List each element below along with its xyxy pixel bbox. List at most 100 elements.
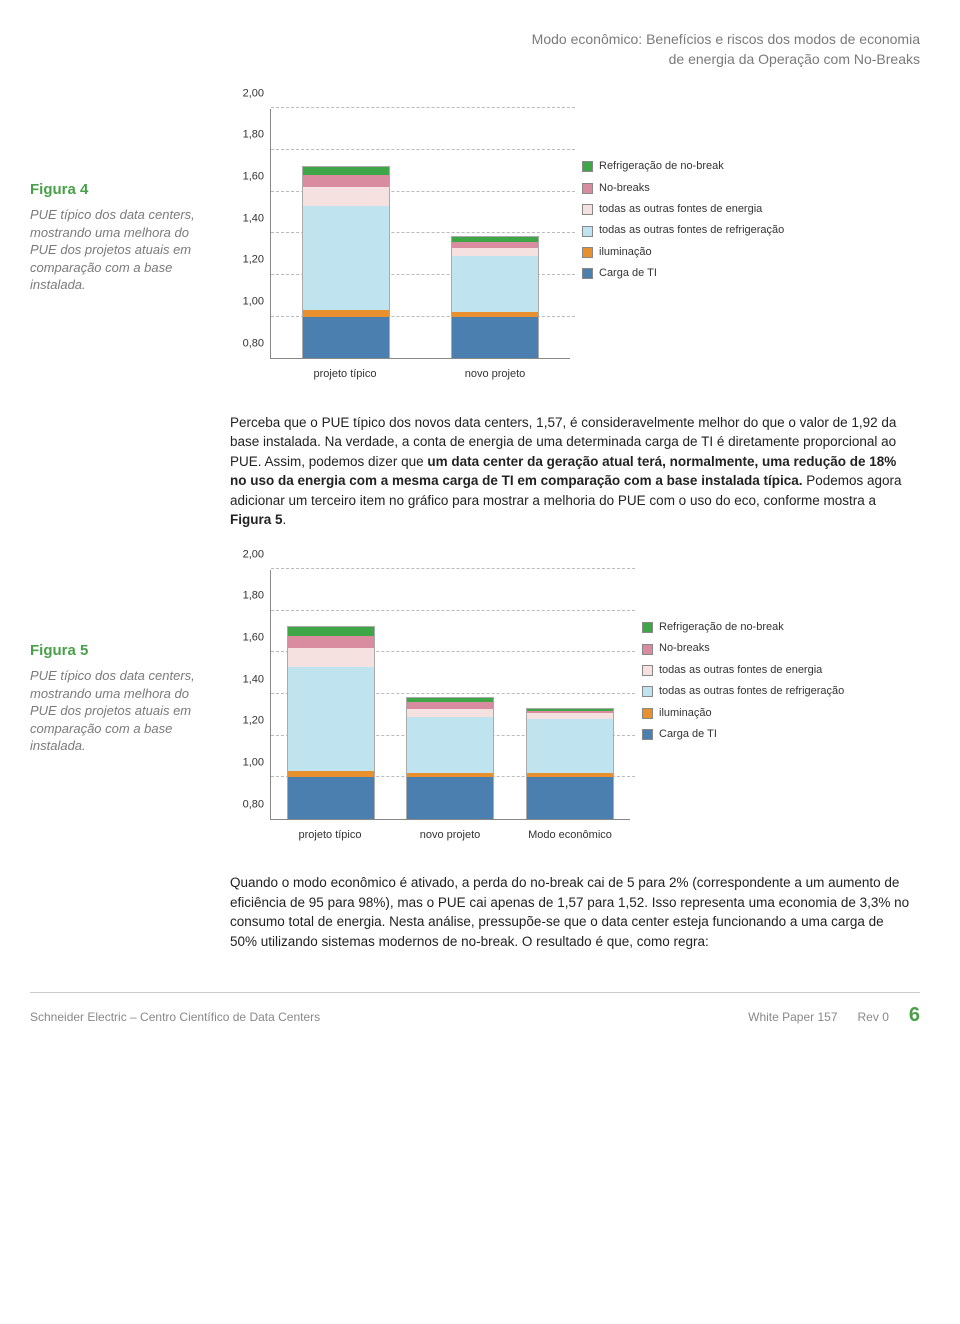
y-tick: 1,00 (243, 294, 264, 309)
figure4-legend: Refrigeração de no-break No-breaks todas a… (582, 109, 784, 382)
legend-label: Refrigeração de no-break (599, 159, 724, 174)
legend-label: iluminação (659, 706, 712, 721)
legend-swatch (642, 708, 653, 719)
legend-label: todas as outras fontes de energia (599, 202, 762, 217)
stacked-bar (526, 708, 614, 819)
footer-page: 6 (909, 1001, 920, 1029)
legend-swatch (642, 729, 653, 740)
legend-item: Refrigeração de no-break (582, 159, 784, 174)
figure5-desc: PUE típico dos data centers, mostrando u… (30, 667, 210, 755)
y-tick: 1,20 (243, 253, 264, 268)
y-tick: 1,40 (243, 672, 264, 687)
x-label: Modo econômico (510, 828, 630, 843)
bar-seg-nobreaks (303, 175, 389, 188)
legend-swatch (582, 204, 593, 215)
header-line2: de energia da Operação com No-Breaks (30, 50, 920, 70)
figure4-desc: PUE típico dos data centers, mostrando u… (30, 206, 210, 294)
legend-label: No-breaks (599, 181, 650, 196)
y-tick: 2,00 (243, 547, 264, 562)
stacked-bar (406, 697, 494, 819)
legend-swatch (642, 686, 653, 697)
bar-seg-refrig (452, 256, 538, 312)
bar-seg-refnob (303, 167, 389, 175)
bar-seg-outras (303, 187, 389, 206)
y-tick: 1,40 (243, 211, 264, 226)
stacked-bar (287, 626, 375, 819)
doc-header: Modo econômico: Benefícios e riscos dos … (30, 30, 920, 69)
paragraph-2: Quando o modo econômico é ativado, a per… (230, 873, 910, 951)
figure4-chart: 0,801,001,201,401,601,802,00projeto típi… (230, 109, 570, 382)
page-footer: Schneider Electric – Centro Científico d… (30, 992, 920, 1029)
bar-seg-refnob (288, 627, 374, 635)
bar-seg-carga (303, 317, 389, 359)
bar-seg-refrig (407, 717, 493, 773)
x-label: projeto típico (270, 828, 390, 843)
legend-label: Refrigeração de no-break (659, 620, 784, 635)
legend-item: todas as outras fontes de energia (642, 663, 844, 678)
figure5-chart: 0,801,001,201,401,601,802,00projeto típi… (230, 570, 630, 843)
figure4-title: Figura 4 (30, 179, 210, 200)
bar-seg-carga (288, 777, 374, 819)
bar-seg-carga (407, 777, 493, 819)
bar-seg-outras (288, 648, 374, 667)
legend-item: todas as outras fontes de refrigeração (642, 684, 844, 699)
bar-seg-outras (452, 248, 538, 256)
paragraph-1: Perceba que o PUE típico dos novos data … (230, 413, 910, 530)
footer-rev: Rev 0 (858, 1009, 889, 1026)
figure4-caption: Figura 4 PUE típico dos data centers, mo… (30, 109, 210, 382)
legend-label: todas as outras fontes de energia (659, 663, 822, 678)
grid-line (271, 568, 635, 569)
bar-seg-refrig (303, 206, 389, 310)
y-tick: 1,60 (243, 630, 264, 645)
legend-swatch (642, 665, 653, 676)
bar-seg-refrig (527, 719, 613, 773)
figure5-caption: Figura 5 PUE típico dos data centers, mo… (30, 570, 210, 843)
legend-item: Carga de TI (582, 266, 784, 281)
legend-label: Carga de TI (659, 727, 717, 742)
header-line1: Modo econômico: Benefícios e riscos dos … (30, 30, 920, 50)
x-label: novo projeto (390, 828, 510, 843)
legend-item: todas as outras fontes de energia (582, 202, 784, 217)
y-tick: 0,80 (243, 336, 264, 351)
stacked-bar (451, 236, 539, 358)
bar-seg-refrig (288, 667, 374, 771)
grid-line (271, 107, 575, 108)
footer-wp: White Paper 157 (748, 1009, 837, 1026)
figure5-title: Figura 5 (30, 640, 210, 661)
bar-seg-outras (407, 709, 493, 717)
legend-item: iluminação (582, 245, 784, 260)
y-tick: 1,80 (243, 589, 264, 604)
x-label: projeto típico (270, 367, 420, 382)
y-tick: 1,20 (243, 714, 264, 729)
y-tick: 1,60 (243, 169, 264, 184)
legend-swatch (582, 247, 593, 258)
y-tick: 1,00 (243, 755, 264, 770)
y-tick: 1,80 (243, 128, 264, 143)
footer-left: Schneider Electric – Centro Científico d… (30, 1009, 320, 1026)
y-tick: 2,00 (243, 86, 264, 101)
legend-label: No-breaks (659, 641, 710, 656)
y-tick: 0,80 (243, 797, 264, 812)
legend-swatch (642, 644, 653, 655)
legend-swatch (582, 183, 593, 194)
legend-swatch (582, 268, 593, 279)
legend-label: iluminação (599, 245, 652, 260)
legend-label: todas as outras fontes de refrigeração (599, 223, 784, 238)
legend-item: Refrigeração de no-break (642, 620, 844, 635)
legend-label: Carga de TI (599, 266, 657, 281)
legend-label: todas as outras fontes de refrigeração (659, 684, 844, 699)
legend-swatch (642, 622, 653, 633)
legend-swatch (582, 226, 593, 237)
legend-item: Carga de TI (642, 727, 844, 742)
bar-seg-carga (527, 777, 613, 819)
bar-seg-carga (452, 317, 538, 359)
legend-swatch (582, 161, 593, 172)
legend-item: iluminação (642, 706, 844, 721)
legend-item: todas as outras fontes de refrigeração (582, 223, 784, 238)
legend-item: No-breaks (582, 181, 784, 196)
legend-item: No-breaks (642, 641, 844, 656)
stacked-bar (302, 166, 390, 359)
bar-seg-nobreaks (288, 636, 374, 649)
x-label: novo projeto (420, 367, 570, 382)
figure5-legend: Refrigeração de no-break No-breaks todas a… (642, 570, 844, 843)
